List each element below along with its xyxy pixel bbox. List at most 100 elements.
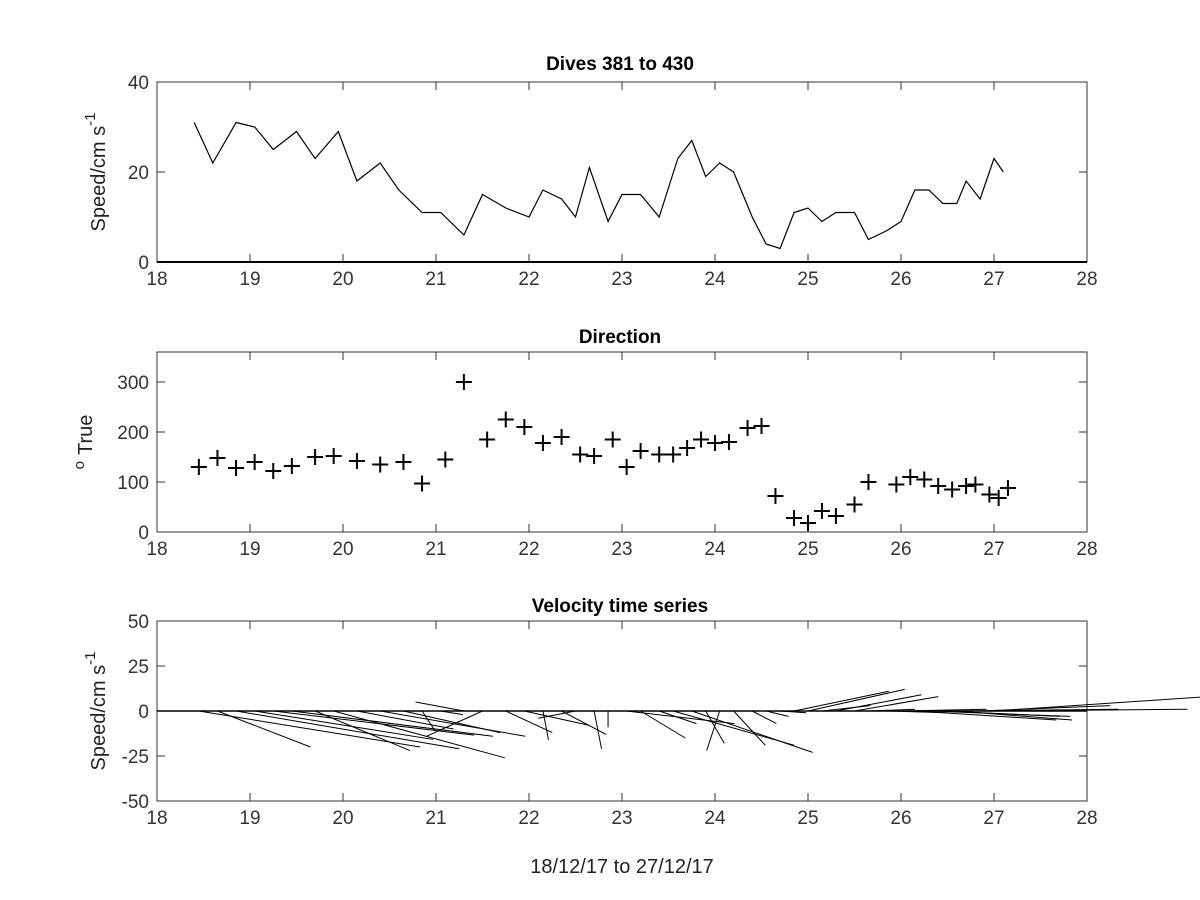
speed-ylabel-text: Speed/cm s xyxy=(88,126,110,232)
direction-point xyxy=(651,446,668,463)
direction-point xyxy=(990,490,1007,506)
velocity-stick xyxy=(524,710,590,726)
velocity-panel: Velocity time series 18 19 20 21 22 23 24 25 26 2… xyxy=(82,596,1200,878)
direction-point xyxy=(414,475,431,492)
direction-point xyxy=(228,460,245,476)
direction-point xyxy=(497,411,514,428)
x-tick-label: 27 xyxy=(983,539,1004,560)
direction-point xyxy=(930,478,947,494)
velocity-stick xyxy=(254,710,434,740)
direction-point xyxy=(999,480,1016,496)
velocity-stick xyxy=(356,710,454,730)
direction-point xyxy=(190,459,207,475)
direction-point xyxy=(739,420,756,436)
x-tick-label: 26 xyxy=(890,539,911,560)
velocity-stick xyxy=(751,710,777,725)
speed-panel-ylabel: Speed/cm s-1 xyxy=(82,113,110,232)
direction-point xyxy=(665,446,682,463)
x-tick-label: 21 xyxy=(425,269,446,290)
direction-point xyxy=(516,419,533,435)
velocity-stick xyxy=(914,710,1057,721)
direction-point xyxy=(632,443,649,459)
velocity-stick xyxy=(956,710,1073,721)
direction-point xyxy=(958,478,975,494)
x-tick-label: 20 xyxy=(332,808,353,829)
velocity-stick xyxy=(421,710,436,732)
x-tick-label: 19 xyxy=(239,808,260,829)
direction-point xyxy=(967,476,984,493)
velocity-stick xyxy=(415,701,464,712)
velocity-stick xyxy=(766,710,789,717)
direction-point xyxy=(586,448,603,464)
speed-plot-area xyxy=(156,81,1088,263)
x-tick-label: 22 xyxy=(518,539,539,560)
velocity-stick xyxy=(640,710,686,739)
x-tick-label: 22 xyxy=(518,808,539,829)
direction-point xyxy=(720,434,737,450)
direction-point xyxy=(572,446,589,463)
velocity-stick xyxy=(780,710,807,714)
x-tick-label: 26 xyxy=(890,808,911,829)
velocity-stick xyxy=(217,710,311,748)
direction-ylabel-superscript: o xyxy=(71,461,88,469)
x-tick-label: 18 xyxy=(146,539,167,560)
x-tick-label: 24 xyxy=(704,808,726,829)
x-tick-label: 19 xyxy=(239,539,260,560)
direction-point xyxy=(693,431,710,448)
direction-point xyxy=(479,431,496,448)
direction-panel: Direction 18 19 20 21 22 23 24 25 26 27 28 0 100 200 3… xyxy=(71,327,1098,560)
velocity-ticks: 18 19 20 21 22 23 24 25 26 27 28 -50 -25 0 25 50 xyxy=(122,612,1098,829)
velocity-stick xyxy=(807,688,905,712)
y-tick-label: 40 xyxy=(128,73,149,94)
direction-point xyxy=(679,440,696,456)
y-tick-label: 300 xyxy=(117,373,149,394)
speed-ticks: 18 19 20 21 22 23 24 25 26 27 28 0 20 40 xyxy=(128,73,1098,290)
speed-ylabel-superscript: -1 xyxy=(82,113,99,126)
x-tick-label: 25 xyxy=(797,808,818,829)
direction-point xyxy=(902,469,919,485)
direction-point xyxy=(534,435,551,451)
direction-point xyxy=(813,503,830,519)
direction-point xyxy=(916,471,933,488)
direction-point xyxy=(307,449,324,465)
y-tick-label: 200 xyxy=(117,423,149,444)
direction-point xyxy=(860,474,877,490)
velocity-stick xyxy=(733,710,766,746)
x-tick-label: 23 xyxy=(611,808,632,829)
direction-point xyxy=(786,510,803,526)
velocity-stick xyxy=(706,710,721,751)
direction-point xyxy=(707,435,723,451)
velocity-stick xyxy=(854,696,939,712)
speed-panel: Dives 381 to 430 18 19 20 21 22 23 24 25 26 27 28 0… xyxy=(82,54,1098,290)
x-tick-label: 23 xyxy=(611,269,632,290)
x-tick-label: 18 xyxy=(146,269,167,290)
direction-point xyxy=(846,496,863,513)
x-tick-label: 27 xyxy=(983,269,1004,290)
velocity-stick xyxy=(793,690,890,712)
velocity-stick xyxy=(542,710,550,740)
direction-point xyxy=(455,374,472,390)
direction-point xyxy=(372,456,389,473)
direction-ticks: 18 19 20 21 22 23 24 25 26 27 28 0 100 200 300 xyxy=(117,352,1098,560)
direction-point xyxy=(209,450,226,466)
direction-point xyxy=(944,481,961,498)
x-tick-label: 21 xyxy=(425,539,446,560)
velocity-stick xyxy=(235,710,460,750)
y-tick-label: 20 xyxy=(128,163,149,184)
x-tick-label: 23 xyxy=(611,539,632,560)
direction-ylabel-text: True xyxy=(75,415,97,455)
y-tick-label: 0 xyxy=(138,253,149,274)
direction-plot-area xyxy=(156,351,1088,533)
y-tick-label: 0 xyxy=(138,702,149,723)
direction-point xyxy=(395,454,412,470)
x-tick-label: 19 xyxy=(239,269,260,290)
y-tick-label: 50 xyxy=(128,612,149,633)
velocity-stick xyxy=(426,710,483,737)
velocity-stick xyxy=(440,710,464,716)
x-tick-label: 25 xyxy=(797,539,818,560)
x-tick-label: 18 xyxy=(146,808,167,829)
velocity-panel-title: Velocity time series xyxy=(532,596,708,617)
velocity-stick xyxy=(538,710,576,719)
velocity-stick xyxy=(380,710,526,737)
